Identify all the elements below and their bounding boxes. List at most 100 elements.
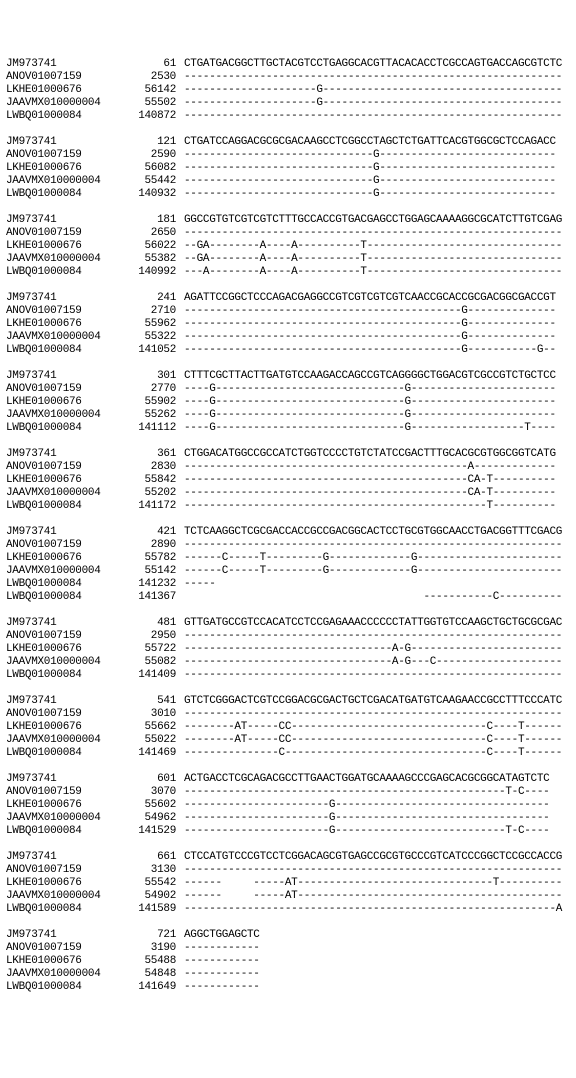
position: 2710 — [126, 305, 176, 318]
alignment-row: JM973741121CTGATCCAGGACGCGCGACAAGCCTCGGC… — [6, 136, 570, 149]
sequence-id: JAAVMX010000004 — [6, 253, 126, 266]
alignment-row: LWBQ01000084141052----------------------… — [6, 344, 570, 357]
sequence: ----------------------------------------… — [184, 669, 562, 682]
alignment-row: JAAVMX01000000455262----G---------------… — [6, 409, 570, 422]
sequence-id: JM973741 — [6, 448, 126, 461]
alignment-row: ANOV010071592770----G-------------------… — [6, 383, 570, 396]
alignment-row: LKHE0100067655542------ -----AT---------… — [6, 877, 570, 890]
alignment-row: LKHE0100067656082-----------------------… — [6, 162, 570, 175]
alignment-block: JM973741541GTCTCGGGACTCGTCCGGACGCGACTGCT… — [6, 695, 570, 760]
sequence: ------C-----T---------G-------------G---… — [184, 552, 562, 565]
sequence-id: ANOV01007159 — [6, 461, 126, 474]
position: 141469 — [126, 747, 176, 760]
alignment-block: JM973741601ACTGACCTCGCAGACGCCTTGAACTGGAT… — [6, 773, 570, 838]
sequence-id: LKHE01000676 — [6, 552, 126, 565]
sequence-id: LWBQ01000084 — [6, 500, 126, 513]
sequence-id: JM973741 — [6, 695, 126, 708]
position: 601 — [126, 773, 176, 786]
position: 140872 — [126, 110, 176, 123]
alignment-row: JAAVMX01000000455442--------------------… — [6, 175, 570, 188]
alignment-block: JM973741241AGATTCCGGCTCCCAGACGAGGCCGTCGT… — [6, 292, 570, 357]
sequence: --GA--------A----A----------T-----------… — [184, 253, 562, 266]
sequence: ------------ — [184, 981, 260, 994]
sequence-id: ANOV01007159 — [6, 942, 126, 955]
sequence: CTGGACATGGCCGCCATCTGGTCCCCTGTCTATCCGACTT… — [184, 448, 556, 461]
sequence-id: ANOV01007159 — [6, 149, 126, 162]
sequence-id: JM973741 — [6, 58, 126, 71]
sequence-alignment: JM97374161CTGATGACGGCTTGCTACGTCCTGAGGCAC… — [6, 58, 570, 994]
position: 55142 — [126, 565, 176, 578]
alignment-block: JM973741181GGCCGTGTCGTCGTCTTTGCCACCGTGAC… — [6, 214, 570, 279]
alignment-row: ANOV010071592710------------------------… — [6, 305, 570, 318]
alignment-row: JAAVMX01000000455502--------------------… — [6, 97, 570, 110]
alignment-row: JAAVMX01000000454902------ -----AT------… — [6, 890, 570, 903]
sequence: GTTGATGCCGTCCACATCCTCCGAGAAACCCCCCTATTGG… — [184, 617, 562, 630]
sequence-id: ANOV01007159 — [6, 383, 126, 396]
position: 55542 — [126, 877, 176, 890]
position: 61 — [126, 58, 176, 71]
sequence: ----------------------------------------… — [184, 539, 562, 552]
position: 141367 — [126, 591, 176, 604]
sequence-id: JAAVMX010000004 — [6, 890, 126, 903]
sequence: ---------------------------------A-G----… — [184, 643, 562, 656]
sequence: ------ -----AT--------------------------… — [184, 877, 562, 890]
sequence: ----------------------------------------… — [184, 474, 556, 487]
position: 55782 — [126, 552, 176, 565]
sequence-id: JAAVMX010000004 — [6, 409, 126, 422]
position: 141052 — [126, 344, 176, 357]
position: 481 — [126, 617, 176, 630]
sequence-id: LKHE01000676 — [6, 84, 126, 97]
sequence: AGATTCCGGCTCCCAGACGAGGCCGTCGTCGTCGTCAACC… — [184, 292, 556, 305]
sequence: ----------------------------------------… — [184, 344, 556, 357]
sequence-id: JAAVMX010000004 — [6, 331, 126, 344]
position: 2830 — [126, 461, 176, 474]
position: 55082 — [126, 656, 176, 669]
alignment-row: LKHE0100067655488------------ — [6, 955, 570, 968]
sequence-id: LWBQ01000084 — [6, 903, 126, 916]
position: 55502 — [126, 97, 176, 110]
alignment-row: LWBQ01000084141649------------ — [6, 981, 570, 994]
alignment-row: JM973741421TCTCAAGGCTCGCGACCACCGCCGACGGC… — [6, 526, 570, 539]
sequence: ---------------------G------------------… — [184, 84, 562, 97]
position: 141232 — [126, 578, 176, 591]
alignment-row: LKHE0100067655782 ------C-----T---------G… — [6, 552, 570, 565]
alignment-row: LWBQ01000084140932----------------------… — [6, 188, 570, 201]
position: 361 — [126, 448, 176, 461]
sequence-id: ANOV01007159 — [6, 71, 126, 84]
alignment-row: LWBQ01000084141112----G-----------------… — [6, 422, 570, 435]
sequence-id: LWBQ01000084 — [6, 825, 126, 838]
alignment-row: ANOV010071593130------------------------… — [6, 864, 570, 877]
sequence: ----------------------------------------… — [184, 71, 562, 84]
alignment-row: ANOV010071593070------------------------… — [6, 786, 570, 799]
alignment-row: LKHE0100067656142 ---------------------G-… — [6, 84, 570, 97]
sequence-id: LKHE01000676 — [6, 396, 126, 409]
position: 3130 — [126, 864, 176, 877]
sequence: GTCTCGGGACTCGTCCGGACGCGACTGCTCGACATGATGT… — [184, 695, 562, 708]
sequence: ----------------------------------------… — [184, 630, 562, 643]
alignment-row: JM973741661CTCCATGTCCCGTCCTCGGACAGCGTGAG… — [6, 851, 570, 864]
sequence: ----------------------------------------… — [184, 227, 562, 240]
position: 56142 — [126, 84, 176, 97]
alignment-row: ANOV010071592530------------------------… — [6, 71, 570, 84]
sequence-id: LKHE01000676 — [6, 955, 126, 968]
alignment-row: ANOV010071592950------------------------… — [6, 630, 570, 643]
sequence: ----------------------------------------… — [184, 903, 562, 916]
alignment-row: JAAVMX01000000454848------------ — [6, 968, 570, 981]
sequence: ----------------------------------------… — [184, 305, 556, 318]
sequence-id: JM973741 — [6, 617, 126, 630]
position: 56082 — [126, 162, 176, 175]
position: 140932 — [126, 188, 176, 201]
sequence: -----------------------G----------------… — [184, 812, 549, 825]
position: 2650 — [126, 227, 176, 240]
sequence-id: LWBQ01000084 — [6, 188, 126, 201]
position: 55022 — [126, 734, 176, 747]
position: 721 — [126, 929, 176, 942]
alignment-row: JAAVMX01000000454962--------------------… — [6, 812, 570, 825]
alignment-row: JM973741541GTCTCGGGACTCGTCCGGACGCGACTGCT… — [6, 695, 570, 708]
alignment-row: LWBQ01000084140992---A--------A----A----… — [6, 266, 570, 279]
alignment-row: JM973741481 GTTGATGCCGTCCACATCCTCCGAGAAAC… — [6, 617, 570, 630]
alignment-row: LWBQ01000084141529----------------------… — [6, 825, 570, 838]
sequence-id: LWBQ01000084 — [6, 981, 126, 994]
sequence: ------------------------------G---------… — [184, 175, 556, 188]
alignment-row: JAAVMX01000000455022--------AT-----CC---… — [6, 734, 570, 747]
